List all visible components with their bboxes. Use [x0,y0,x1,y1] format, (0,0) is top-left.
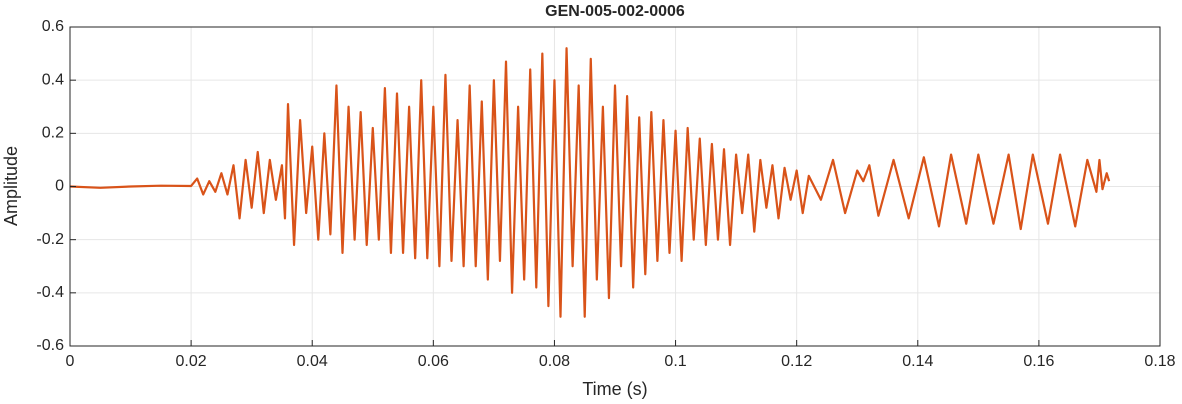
y-tick-label: 0 [55,178,64,195]
x-tick-label: 0.14 [902,353,933,370]
x-tick-label: 0.12 [781,353,812,370]
x-tick-label: 0.02 [176,353,207,370]
y-tick-label: -0.2 [36,231,64,248]
y-tick-label: 0.6 [42,18,64,35]
y-tick-label: 0.4 [42,71,64,88]
x-tick-label: 0 [66,353,75,370]
y-axis-label: Amplitude [1,146,21,226]
chart-title: GEN-005-002-0006 [545,3,685,20]
y-tick-label: 0.2 [42,125,64,142]
x-tick-label: 0.18 [1144,353,1175,370]
x-tick-label: 0.06 [418,353,449,370]
x-tick-label: 0.1 [664,353,686,370]
x-tick-label: 0.04 [297,353,328,370]
y-tick-label: -0.6 [36,337,64,354]
y-tick-label: -0.4 [36,284,64,301]
waveform [69,47,1111,318]
x-tick-label: 0.16 [1023,353,1054,370]
x-tick-label: 0.08 [539,353,570,370]
x-axis-label: Time (s) [582,379,647,399]
plot [69,47,1111,318]
